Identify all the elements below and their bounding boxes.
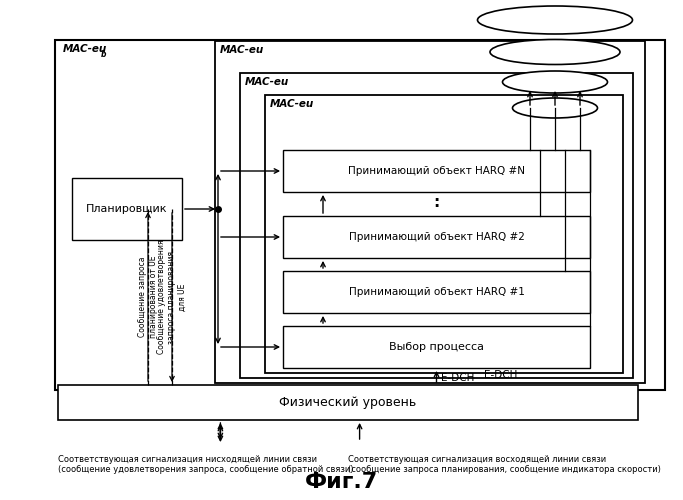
Text: Сообщение запроса
планирования от UE: Сообщение запроса планирования от UE [138, 256, 158, 338]
Bar [72, 178, 182, 240]
Text: MAC-eu: MAC-eu [220, 45, 264, 55]
Ellipse shape [512, 98, 598, 118]
Bar [283, 150, 590, 192]
Ellipse shape [503, 71, 607, 93]
Text: E-DCH: E-DCH [484, 370, 518, 380]
Bar [283, 216, 590, 258]
Text: Принимающий объект HARQ #N: Принимающий объект HARQ #N [348, 166, 525, 176]
Text: Принимающий объект HARQ #1: Принимающий объект HARQ #1 [348, 287, 525, 297]
Bar [58, 385, 638, 420]
Text: Сообщение удовлетворения
запроса планирования
для UE: Сообщение удовлетворения запроса планиро… [157, 240, 187, 354]
Bar [283, 326, 590, 368]
Text: Фиг.7: Фиг.7 [305, 472, 378, 492]
Text: MAC-eu: MAC-eu [270, 99, 314, 109]
Bar [283, 271, 590, 313]
Text: Физический уровень: Физический уровень [279, 396, 417, 409]
Text: MAC-eu: MAC-eu [245, 77, 289, 87]
Bar [240, 73, 633, 378]
Text: Принимающий объект HARQ #2: Принимающий объект HARQ #2 [348, 232, 525, 242]
Text: :: : [434, 195, 440, 210]
Text: Соответствующая сигнализация нисходящей линии связи
(сообщение удовлетворения за: Соответствующая сигнализация нисходящей … [58, 455, 354, 474]
Text: Соответствующая сигнализация восходящей линии связи
(сообщение запроса планирова: Соответствующая сигнализация восходящей … [348, 455, 661, 474]
Text: E-DCH: E-DCH [441, 373, 475, 383]
Text: b: b [101, 50, 107, 59]
Text: MAC-eu: MAC-eu [63, 44, 107, 54]
Ellipse shape [477, 6, 632, 34]
Text: Выбор процесса: Выбор процесса [389, 342, 484, 352]
Bar [265, 95, 623, 373]
Bar [215, 41, 645, 383]
Ellipse shape [490, 40, 620, 64]
Bar [55, 40, 665, 390]
Text: Планировщик: Планировщик [86, 204, 168, 214]
